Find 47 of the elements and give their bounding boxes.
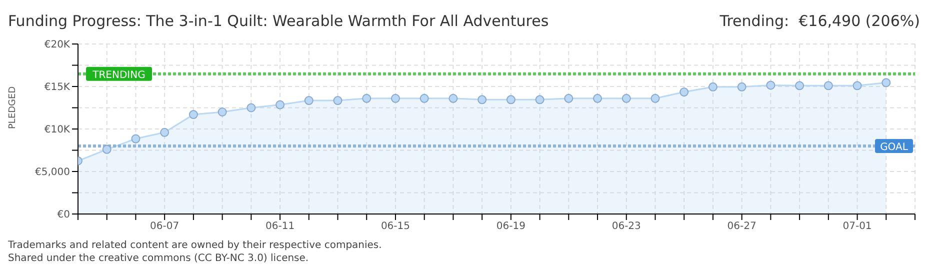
- point: [131, 134, 140, 144]
- x-tick-label: 06-23: [612, 221, 641, 232]
- point: [708, 82, 718, 92]
- y-tick-label: €15K: [44, 82, 70, 94]
- point: [246, 103, 256, 112]
- y-tick-label: €5,000: [35, 167, 70, 178]
- point: [276, 100, 285, 110]
- point: [680, 88, 689, 97]
- point: [766, 80, 776, 90]
- point: [102, 144, 112, 154]
- point: [506, 95, 516, 104]
- x-tick-label: 06-11: [266, 221, 295, 232]
- point: [593, 94, 602, 103]
- y-tick-label: €0: [57, 210, 70, 221]
- point: [420, 94, 429, 103]
- point: [535, 95, 544, 104]
- point: [362, 94, 372, 103]
- chart-title: Funding Progress: The 3-in-1 Quilt: Wearable Warmth For All Adventures: [8, 12, 549, 30]
- y-tick-label: €20K: [44, 40, 70, 51]
- point: [795, 81, 804, 90]
- ref-line-label: GOAL: [880, 142, 908, 153]
- point: [448, 94, 458, 103]
- point: [564, 94, 574, 103]
- point: [218, 108, 227, 116]
- text: Shared under the creative commons (CC BY-NC 3.0) license.: [8, 253, 309, 264]
- x-tick-label: 07-01: [842, 221, 872, 232]
- point: [304, 96, 314, 106]
- point: [737, 82, 746, 92]
- y-tick-label: €10K: [44, 124, 70, 136]
- x-tick-label: 06-19: [496, 221, 526, 232]
- point: [478, 95, 487, 104]
- point: [622, 94, 631, 103]
- ref-line-label: TRENDING: [92, 70, 146, 81]
- x-tick-label: 06-15: [380, 221, 410, 232]
- text: Trademarks and related content are owned by their respective companies.: [8, 240, 382, 251]
- point: [390, 94, 400, 103]
- point: [333, 96, 342, 106]
- point: [824, 81, 833, 90]
- point: [650, 94, 660, 103]
- text: Trending: €16,490 (206%): [720, 12, 920, 30]
- point: [882, 78, 891, 88]
- point: [852, 81, 862, 90]
- point: [188, 110, 198, 120]
- point: [160, 128, 170, 137]
- y-axis-title: PLEDGED: [8, 86, 18, 129]
- x-tick-label: 06-07: [150, 221, 180, 232]
- x-tick-label: 06-27: [727, 221, 756, 232]
